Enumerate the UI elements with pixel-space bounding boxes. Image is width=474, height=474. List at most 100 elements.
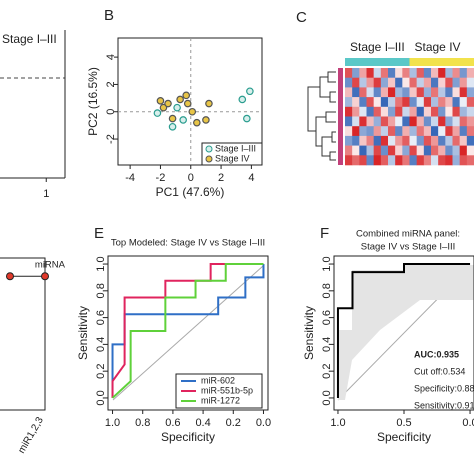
annotation: Stage I–III (2, 32, 57, 46)
point (179, 116, 187, 124)
x-axis-label: Specificity (377, 430, 431, 444)
heatmap-cell (459, 145, 468, 156)
heatmap-cell (445, 116, 453, 127)
heatmap-cell (466, 87, 474, 98)
heatmap-cell (416, 145, 425, 156)
annotation: AUC:0.935 (414, 349, 459, 359)
y-tick-label: 0.0 (95, 390, 107, 405)
roc-curve (336, 263, 471, 398)
x-tick-label: 0 (188, 172, 194, 184)
heatmap-cell (423, 97, 432, 108)
heatmap-cell (402, 145, 410, 156)
point (246, 87, 254, 96)
heatmap-cell (402, 106, 410, 117)
x-tick-label: 0.4 (195, 417, 210, 429)
heatmap-cell (395, 126, 403, 137)
heatmap-cell (409, 106, 417, 117)
heatmap-cell (445, 68, 453, 78)
heatmap-cell (388, 77, 396, 88)
roc-curve (111, 264, 265, 398)
heatmap-cell (431, 116, 439, 127)
heatmap-cell (438, 116, 446, 127)
heatmap-cell (395, 97, 403, 108)
heatmap-cell (402, 126, 410, 137)
x-tick-label: -2 (156, 172, 166, 184)
heatmap-cell (438, 145, 446, 156)
heatmap-cell (466, 145, 474, 156)
heatmap-cell (452, 106, 460, 117)
heatmap-cell (438, 68, 446, 78)
heatmap-cell (395, 145, 403, 156)
heatmap-cell (409, 145, 417, 156)
x-tick-label: -4 (125, 172, 135, 184)
heatmap-cell (373, 68, 382, 78)
heatmap-cell (452, 77, 460, 88)
y-tick-label: 4 (105, 54, 117, 60)
heatmap-cell (438, 135, 446, 146)
heatmap-cell (438, 87, 446, 98)
heatmap-cell (459, 87, 468, 98)
heatmap-cell (416, 97, 425, 108)
point (173, 103, 181, 112)
heatmap-cell (395, 77, 403, 88)
heatmap-cell (416, 106, 425, 117)
heatmap-cell (395, 106, 403, 117)
heatmap-cell (466, 126, 474, 137)
heatmap-cell (459, 135, 468, 146)
heatmap-cell (380, 97, 389, 108)
heatmap-cell (409, 68, 417, 78)
x-tick-label: 1.0 (330, 417, 345, 429)
legend-label: Stage IV (215, 153, 250, 163)
heatmap-cell (373, 145, 382, 156)
x-axis-label: Specificity (161, 430, 215, 444)
heatmap-cell (388, 97, 396, 108)
heatmap-cell (452, 68, 460, 78)
heatmap-cell (380, 116, 389, 127)
point (193, 118, 201, 127)
heatmap-cell (409, 77, 417, 88)
x-tick-label: 1.0 (105, 417, 120, 429)
y-tick-label: 2 (105, 81, 117, 87)
heatmap-cell (402, 135, 410, 146)
heatmap-cell (373, 106, 382, 117)
point (205, 99, 213, 108)
heatmap-cell (416, 116, 425, 127)
y-tick-label: -2 (105, 134, 117, 144)
heatmap-cell (345, 97, 353, 108)
heatmap-cell (345, 145, 353, 156)
chart-title: Top Modeled: Stage IV vs Stage I–III (111, 238, 265, 249)
heatmap-cell (373, 155, 382, 166)
y-axis-label: PC2 (16.5%) (86, 67, 100, 136)
heatmap-cell (366, 77, 374, 88)
heatmap-cell (423, 116, 432, 127)
heatmap-cell (359, 68, 367, 78)
heatmap-cell (366, 106, 374, 117)
group-label: Stage IV (415, 40, 461, 54)
point (188, 107, 197, 116)
heatmap-cell (423, 155, 432, 166)
heatmap-cell (459, 155, 468, 166)
heatmap-cell (466, 77, 474, 88)
heatmap-cell (359, 97, 367, 108)
heatmap-cell (402, 87, 410, 98)
y-tick-label: 0.4 (95, 337, 107, 352)
heatmap-cell (359, 116, 367, 127)
x-tick-label: 0.0 (462, 417, 474, 429)
heatmap-cell (352, 97, 360, 108)
heatmap-cell (445, 155, 453, 166)
heatmap-cell (359, 77, 367, 88)
heatmap-cell (409, 97, 417, 108)
y-tick-label: 0.8 (321, 283, 333, 298)
heatmap-cell (402, 77, 410, 88)
heatmap-cell (373, 97, 382, 108)
heatmap-cell (416, 135, 425, 146)
heatmap-cell (409, 116, 417, 127)
heatmap-cell (366, 135, 374, 146)
dendrogram (307, 71, 336, 161)
point (176, 95, 184, 104)
panel-letter: E (94, 225, 104, 242)
heatmap-cell (366, 116, 374, 127)
heatmap-cell (459, 116, 468, 127)
heatmap-cell (402, 155, 410, 166)
